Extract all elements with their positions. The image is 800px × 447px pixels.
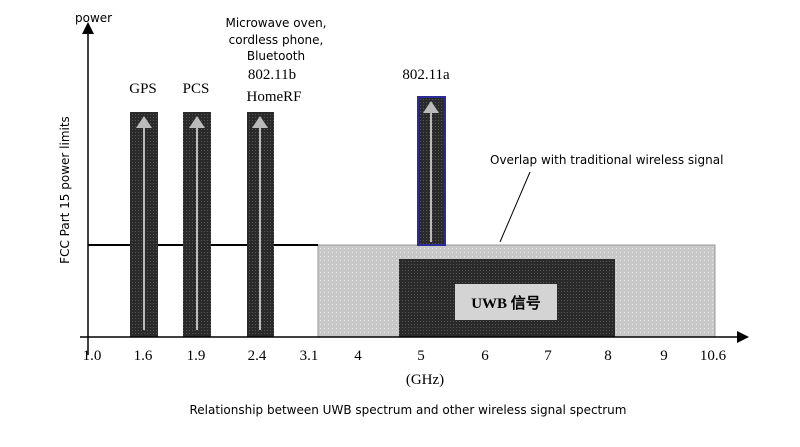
x-tick-label: 10.6 xyxy=(700,348,727,364)
microwave-label: Microwave oven, xyxy=(225,16,326,30)
homerf-label: HomeRF xyxy=(246,89,301,105)
microwave-label: Bluetooth xyxy=(247,49,305,63)
uwb-label-box xyxy=(455,284,557,320)
gps-label: GPS xyxy=(129,81,157,97)
x-tick-label: 5 xyxy=(417,348,425,364)
annotation-line xyxy=(499,171,531,243)
annotation: Overlap with traditional wireless signal xyxy=(490,153,723,167)
caption: Relationship between UWB spectrum and ot… xyxy=(190,403,627,417)
b80211-label: 802.11b xyxy=(248,67,296,83)
x-tick-label: 9 xyxy=(660,348,668,364)
x-tick-label: 3.1 xyxy=(300,348,319,364)
x-tick-label: 4 xyxy=(354,348,362,364)
x-tick-label: 8 xyxy=(604,348,612,364)
y-title: FCC Part 15 power limits xyxy=(58,116,72,264)
pcs-label: PCS xyxy=(183,81,210,97)
microwave-label: cordless phone, xyxy=(229,33,324,47)
narrowband-bars xyxy=(130,96,446,337)
x-tick-label: 6 xyxy=(481,348,489,364)
x-unit: (GHz) xyxy=(406,372,444,388)
x-tick-label: 1.0 xyxy=(83,348,102,364)
a80211-label: 802.11a xyxy=(402,67,450,83)
x-tick-label: 2.4 xyxy=(248,348,267,364)
x-tick-label: 1.6 xyxy=(134,348,153,364)
x-tick-label: 7 xyxy=(544,348,552,364)
uwb-label: UWB 信号 xyxy=(471,294,541,312)
y-label: power xyxy=(75,11,112,25)
x-tick-label: 1.9 xyxy=(187,348,206,364)
